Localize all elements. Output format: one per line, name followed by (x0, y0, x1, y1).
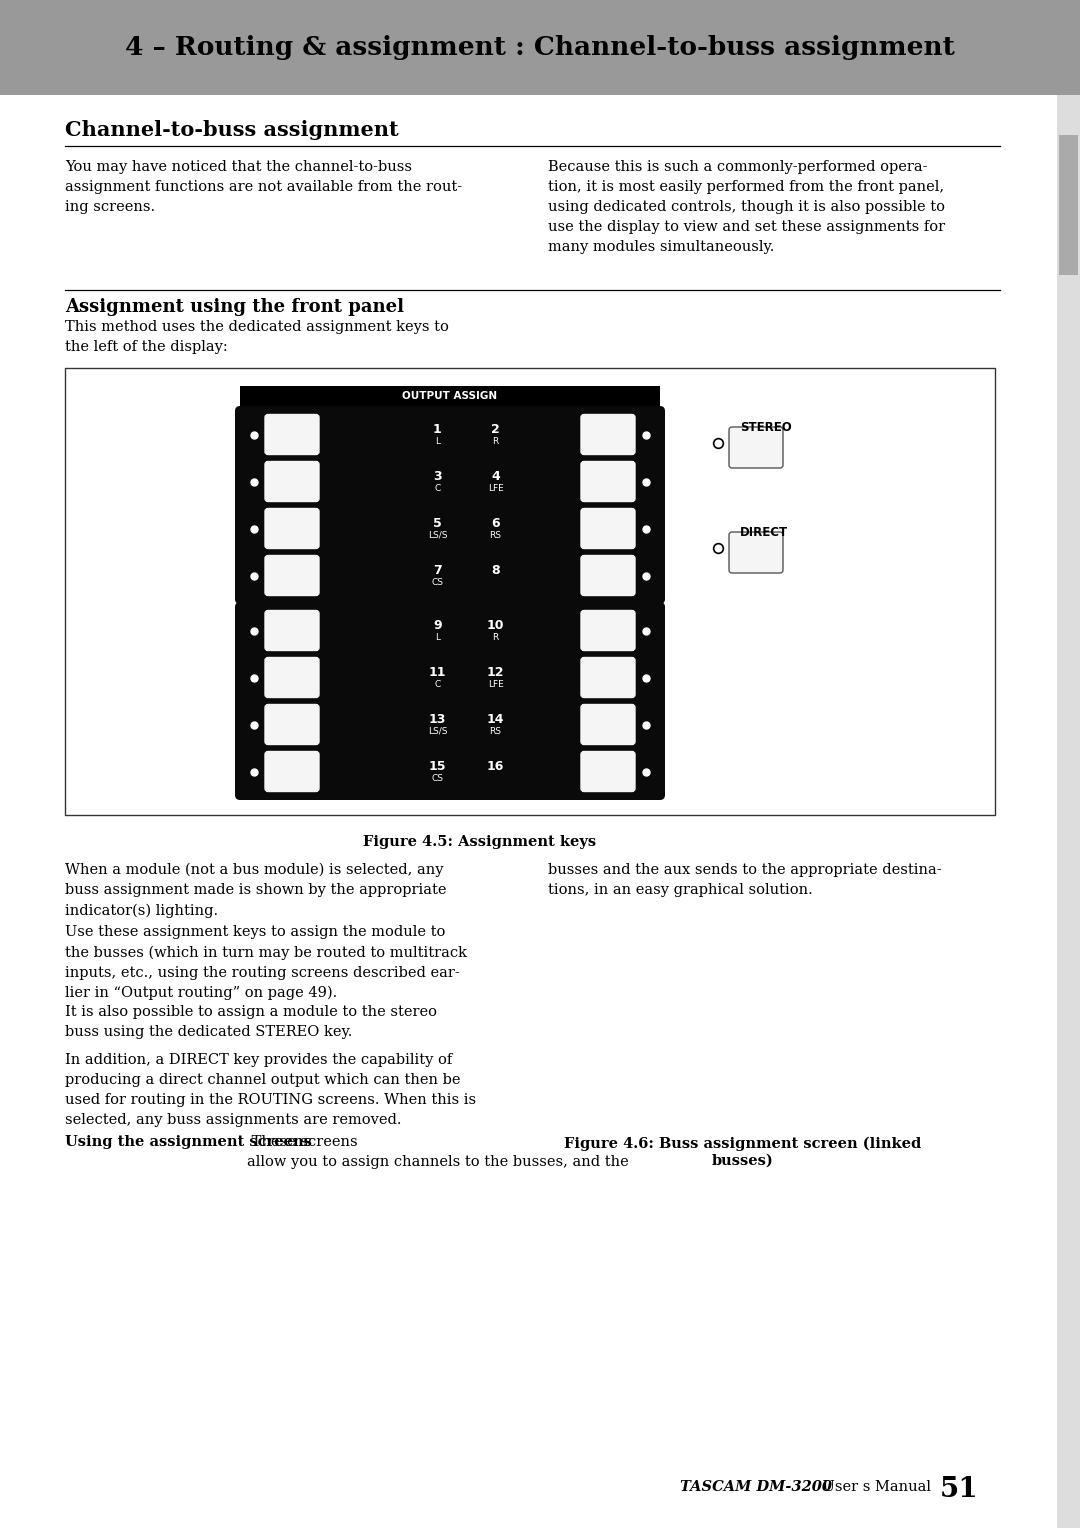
Text: 1: 1 (433, 423, 442, 435)
Text: 9: 9 (433, 619, 442, 633)
Text: 6: 6 (491, 516, 500, 530)
FancyBboxPatch shape (729, 532, 783, 573)
Text: C: C (434, 484, 441, 494)
Text: C: C (434, 680, 441, 689)
Text: It is also possible to assign a module to the stereo
buss using the dedicated ST: It is also possible to assign a module t… (65, 1005, 437, 1039)
Text: R: R (492, 437, 499, 446)
Text: 51: 51 (940, 1476, 978, 1504)
FancyBboxPatch shape (265, 461, 319, 501)
Bar (0, 0, 1080, 95)
Text: Because this is such a commonly-performed opera-
tion, it is most easily perform: Because this is such a commonly-performe… (548, 160, 945, 254)
FancyBboxPatch shape (265, 657, 319, 697)
FancyBboxPatch shape (581, 704, 635, 744)
Text: In addition, a DIRECT key provides the capability of
producing a direct channel : In addition, a DIRECT key provides the c… (65, 1053, 476, 1128)
Text: Channel-to-buss assignment: Channel-to-buss assignment (65, 121, 399, 141)
Text: User s Manual: User s Manual (818, 1481, 935, 1494)
Text: DIRECT: DIRECT (740, 526, 788, 539)
Text: Figure 4.5: Assignment keys: Figure 4.5: Assignment keys (364, 834, 596, 850)
FancyBboxPatch shape (265, 414, 319, 454)
Bar (1057, 95, 1080, 1528)
Text: LFE: LFE (488, 484, 503, 494)
Text: STEREO: STEREO (740, 422, 792, 434)
Text: L: L (435, 437, 440, 446)
Text: 13: 13 (429, 714, 446, 726)
Text: 4 – Routing & assignment : Channel-to-buss assignment: 4 – Routing & assignment : Channel-to-bu… (125, 35, 955, 60)
Text: This method uses the dedicated assignment keys to
the left of the display:: This method uses the dedicated assignmen… (65, 319, 449, 354)
Text: Assignment using the front panel: Assignment using the front panel (65, 298, 404, 316)
Text: LS/S: LS/S (428, 727, 447, 736)
Text: 12: 12 (487, 666, 504, 678)
Text: 7: 7 (433, 564, 442, 578)
Text: L: L (435, 633, 440, 642)
Text: 4: 4 (491, 471, 500, 483)
FancyBboxPatch shape (581, 461, 635, 501)
Text: TASCAM DM-3200: TASCAM DM-3200 (680, 1481, 832, 1494)
Bar (1059, 134, 1078, 275)
FancyBboxPatch shape (581, 509, 635, 549)
Text: RS: RS (489, 727, 501, 736)
FancyBboxPatch shape (235, 602, 665, 801)
Bar (240, 387, 660, 406)
Text: CS: CS (431, 775, 444, 782)
FancyBboxPatch shape (581, 657, 635, 697)
Text: 15: 15 (429, 759, 446, 773)
FancyBboxPatch shape (581, 556, 635, 596)
FancyBboxPatch shape (235, 406, 665, 604)
Text: 16: 16 (487, 759, 504, 773)
FancyBboxPatch shape (265, 752, 319, 792)
Bar (65, 368, 995, 814)
Text: OUTPUT ASSIGN: OUTPUT ASSIGN (403, 391, 498, 400)
Text: You may have noticed that the channel-to-buss
assignment functions are not avail: You may have noticed that the channel-to… (65, 160, 462, 214)
FancyBboxPatch shape (581, 611, 635, 651)
Text: R: R (492, 633, 499, 642)
Text: 8: 8 (491, 564, 500, 578)
Text: 10: 10 (487, 619, 504, 633)
Text: Using the assignment screens: Using the assignment screens (65, 1135, 312, 1149)
FancyBboxPatch shape (265, 611, 319, 651)
Text: RS: RS (489, 532, 501, 539)
FancyBboxPatch shape (265, 509, 319, 549)
Text: 14: 14 (487, 714, 504, 726)
Text: LFE: LFE (488, 680, 503, 689)
Text: CS: CS (431, 578, 444, 587)
Text: 3: 3 (433, 471, 442, 483)
FancyBboxPatch shape (265, 556, 319, 596)
FancyBboxPatch shape (729, 426, 783, 468)
Text: busses and the aux sends to the appropriate destina-
tions, in an easy graphical: busses and the aux sends to the appropri… (548, 863, 942, 897)
Text: 2: 2 (491, 423, 500, 435)
FancyBboxPatch shape (581, 752, 635, 792)
FancyBboxPatch shape (581, 414, 635, 454)
Text: LS/S: LS/S (428, 532, 447, 539)
Text: 5: 5 (433, 516, 442, 530)
Text: When a module (not a bus module) is selected, any
buss assignment made is shown : When a module (not a bus module) is sele… (65, 863, 446, 918)
Text: These screens
allow you to assign channels to the busses, and the: These screens allow you to assign channe… (247, 1135, 629, 1169)
Text: Use these assignment keys to assign the module to
the busses (which in turn may : Use these assignment keys to assign the … (65, 924, 467, 1001)
FancyBboxPatch shape (265, 704, 319, 744)
Text: Figure 4.6: Buss assignment screen (linked
busses): Figure 4.6: Buss assignment screen (link… (565, 1137, 921, 1167)
Text: 11: 11 (429, 666, 446, 678)
